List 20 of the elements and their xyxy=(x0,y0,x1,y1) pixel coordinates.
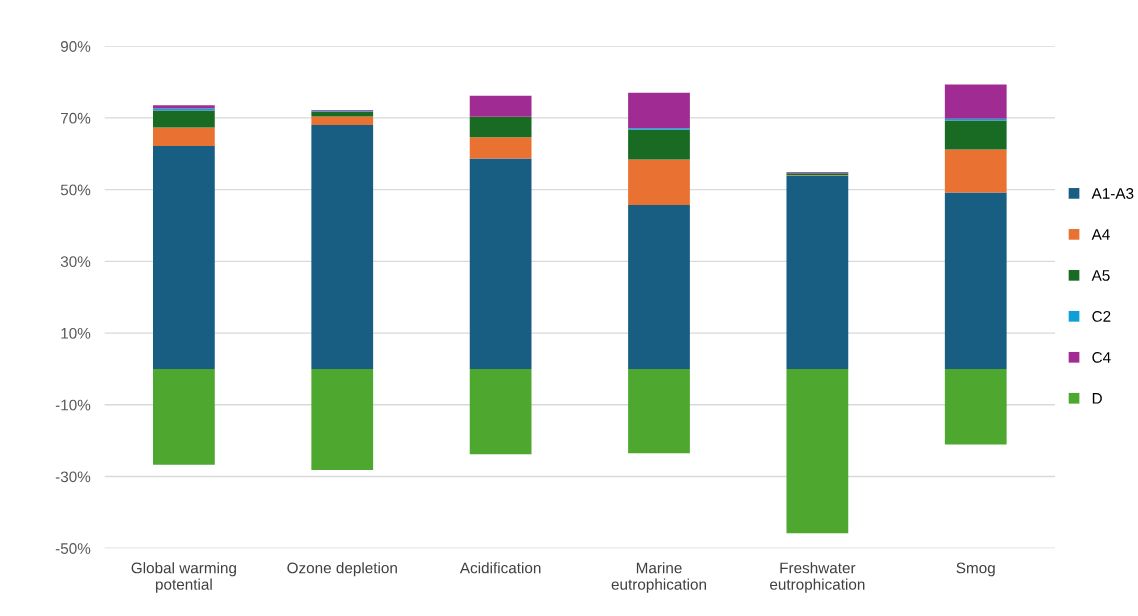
legend-label: A5 xyxy=(1091,270,1110,281)
y-tick-label: 70% xyxy=(61,112,91,124)
x-tick-label: Global warming potential xyxy=(131,562,236,593)
legend-label: D xyxy=(1092,393,1102,404)
y-tick-label: -30% xyxy=(55,471,91,483)
y-tick-label: 30% xyxy=(60,256,91,268)
legend-label: A1-A3 xyxy=(1091,188,1134,199)
x-tick-label: Marine eutrophication xyxy=(611,562,706,593)
y-tick-label: -10% xyxy=(55,399,91,411)
x-tick-label: Ozone depletion xyxy=(287,562,397,577)
y-tick-label: 10% xyxy=(61,327,91,339)
legend-label: C4 xyxy=(1092,351,1111,363)
legend-label: A4 xyxy=(1091,229,1110,240)
y-tick-label: 90% xyxy=(60,41,91,52)
legend-label: C2 xyxy=(1092,310,1111,322)
y-tick-label: 50% xyxy=(60,184,91,196)
y-tick-label: -50% xyxy=(55,543,91,554)
x-tick-label: Acidification xyxy=(459,562,541,574)
x-tick-label: Smog xyxy=(956,562,995,577)
x-tick-label: Freshwater eutrophication xyxy=(770,562,865,593)
